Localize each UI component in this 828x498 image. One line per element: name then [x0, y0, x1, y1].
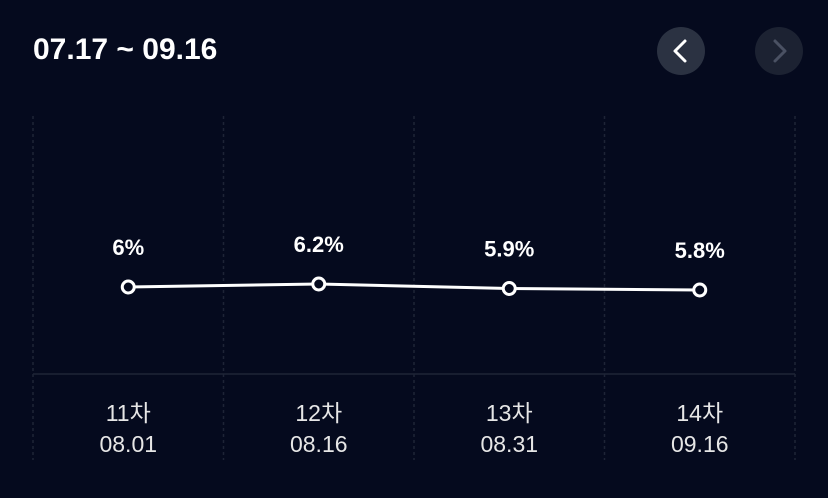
- button-bg: [657, 27, 705, 75]
- chevron-left: [673, 39, 687, 63]
- point: [692, 282, 708, 298]
- value-label: 6.2%: [294, 232, 344, 257]
- date-label: 08.16: [290, 431, 348, 457]
- value-label: 5.8%: [675, 238, 725, 263]
- next-button[interactable]: [755, 27, 803, 75]
- value-label: 6%: [112, 235, 144, 260]
- x-tick-label: 11차: [106, 400, 151, 426]
- button-bg: [755, 27, 803, 75]
- point: [311, 276, 327, 292]
- point: [501, 281, 517, 296]
- chart-title: 07.17 ~ 09.16: [33, 33, 217, 66]
- date-label: 08.01: [99, 431, 157, 457]
- point: [120, 279, 136, 295]
- line: [128, 282, 700, 292]
- x-tick-label: 14차: [676, 400, 723, 426]
- date-label: 09.16: [671, 431, 729, 457]
- x-tick-label: 12차: [295, 400, 342, 426]
- x-tick-label: 13차: [486, 400, 533, 426]
- date-label: 08.31: [480, 431, 538, 457]
- chevron-right: [773, 39, 787, 63]
- prev-button[interactable]: [657, 27, 705, 75]
- value-label: 5.9%: [484, 236, 534, 261]
